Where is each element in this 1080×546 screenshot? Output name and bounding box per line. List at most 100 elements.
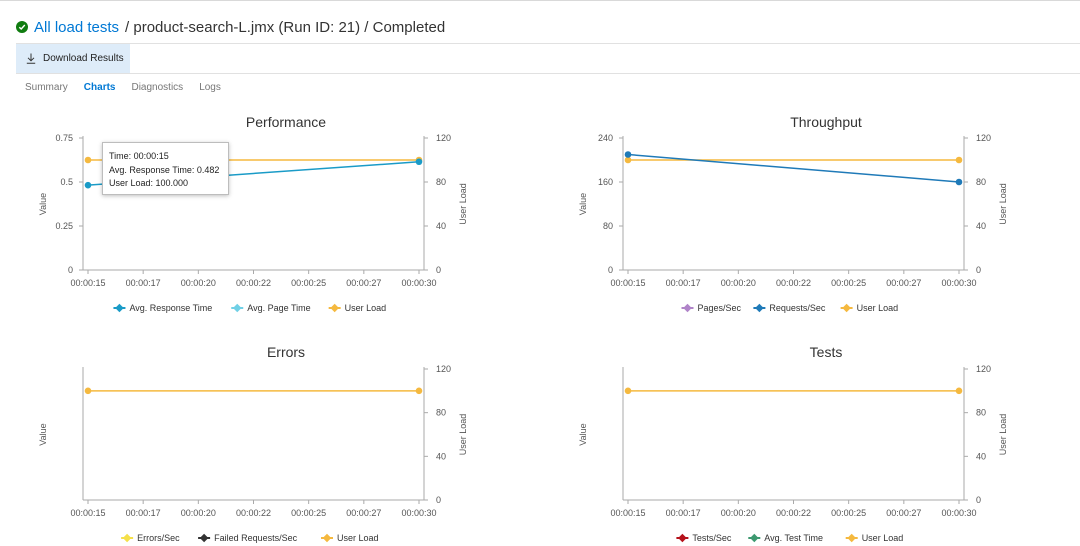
series-point [955, 387, 963, 395]
chart-title: Tests [810, 344, 843, 360]
legend-item: Errors/Sec [121, 533, 180, 543]
y-axis-title: Value [578, 193, 588, 215]
y2-tick-label: 0 [976, 495, 981, 505]
legend-label: User Load [337, 533, 379, 543]
y2-tick-label: 120 [976, 133, 991, 143]
y-axis-title: Value [578, 423, 588, 445]
legend-swatch-marker [322, 533, 332, 543]
legend-label: User Load [857, 303, 899, 313]
download-results-button[interactable]: Download Results [16, 44, 130, 73]
legend-item: Pages/Sec [681, 303, 742, 313]
legend-label: User Load [862, 533, 904, 543]
y-tick-label: 160 [598, 177, 613, 187]
series-point [415, 387, 423, 395]
legend-swatch-marker [122, 533, 132, 543]
x-tick-label: 00:00:17 [126, 508, 161, 518]
tab-summary[interactable]: Summary [25, 82, 68, 93]
x-tick-label: 00:00:25 [291, 508, 326, 518]
y-tick-label: 80 [603, 221, 613, 231]
series-point [624, 387, 632, 395]
y2-axis-title: User Load [458, 183, 468, 225]
toolbar-divider-top [16, 43, 1080, 44]
legend-item: Avg. Test Time [748, 533, 823, 543]
y2-tick-label: 40 [436, 221, 446, 231]
x-tick-label: 00:00:15 [70, 508, 105, 518]
y2-axis-title: User Load [458, 414, 468, 456]
legend-swatch-marker [750, 533, 759, 543]
chart-title: Performance [246, 114, 326, 130]
x-tick-label: 00:00:30 [941, 508, 976, 518]
series-point [415, 158, 423, 166]
legend-item: Requests/Sec [753, 303, 826, 313]
x-tick-label: 00:00:15 [70, 278, 105, 288]
legend-label: Failed Requests/Sec [214, 533, 298, 543]
y-axis-title: Value [38, 193, 48, 215]
y-tick-label: 0 [68, 265, 73, 275]
toolbar-divider-bottom [16, 73, 1080, 74]
y-tick-label: 0.25 [55, 221, 73, 231]
x-tick-label: 00:00:22 [236, 278, 271, 288]
tab-diagnostics[interactable]: Diagnostics [131, 82, 184, 93]
series-point [624, 151, 632, 158]
breadcrumb: All load tests / product-search-L.jmx (R… [16, 16, 445, 38]
series-point [955, 178, 963, 186]
download-results-label: Download Results [43, 53, 124, 64]
y2-tick-label: 40 [976, 451, 986, 461]
y-tick-label: 0 [608, 265, 613, 275]
legend-label: Pages/Sec [698, 303, 742, 313]
x-tick-label: 00:00:27 [346, 508, 381, 518]
x-tick-label: 00:00:20 [721, 508, 756, 518]
x-tick-label: 00:00:17 [666, 278, 701, 288]
series-point [84, 387, 92, 395]
x-tick-label: 00:00:20 [181, 278, 216, 288]
legend-swatch-marker [678, 533, 687, 543]
y2-tick-label: 120 [436, 133, 451, 143]
top-border [0, 0, 1080, 1]
series-point [84, 181, 92, 189]
completed-check-icon [16, 21, 28, 33]
x-tick-label: 00:00:25 [831, 508, 866, 518]
y2-tick-label: 80 [976, 408, 986, 418]
tooltip-time: Time: 00:00:15 [109, 151, 169, 161]
legend-swatch-marker [233, 303, 242, 313]
x-tick-label: 00:00:20 [181, 508, 216, 518]
legend-item: Failed Requests/Sec [198, 533, 298, 543]
x-tick-label: 00:00:25 [831, 278, 866, 288]
performance-chart: Performance 00:00:15 00:00:17 00:00:20 00:00… [38, 114, 468, 313]
legend-label: Errors/Sec [137, 533, 180, 543]
legend-item: User Load [840, 303, 899, 313]
series-line [627, 153, 960, 183]
y2-tick-label: 40 [976, 221, 986, 231]
legend-label: Avg. Test Time [764, 533, 823, 543]
legend-label: Avg. Response Time [129, 303, 212, 313]
legend-swatch-marker [847, 533, 856, 543]
series-point [84, 156, 92, 164]
y2-tick-label: 80 [436, 408, 446, 418]
tests-chart: Tests 00:00:15 00:00:17 00:00:20 00:00:22 00:… [578, 344, 1008, 543]
tab-charts[interactable]: Charts [83, 82, 116, 93]
legend-swatch-marker [115, 303, 124, 313]
all-load-tests-link[interactable]: All load tests [34, 18, 120, 36]
x-tick-label: 00:00:22 [776, 508, 811, 518]
legend-item: Avg. Page Time [231, 303, 311, 313]
x-tick-label: 00:00:17 [126, 278, 161, 288]
y2-tick-label: 120 [976, 364, 991, 374]
tab-logs[interactable]: Logs [199, 82, 221, 93]
legend-item: Tests/Sec [676, 533, 732, 543]
y2-axis-title: User Load [998, 183, 1008, 225]
throughput-chart: Throughput 00:00:15 00:00:17 00:00:20 00:00:… [578, 114, 1008, 313]
legend-label: Requests/Sec [769, 303, 826, 313]
legend-item: User Load [321, 533, 379, 543]
y2-tick-label: 80 [436, 177, 446, 187]
y2-tick-label: 0 [436, 265, 441, 275]
y-tick-label: 0.5 [60, 177, 73, 187]
x-tick-label: 00:00:15 [610, 508, 645, 518]
legend-swatch-marker [683, 303, 692, 313]
x-tick-label: 00:00:27 [346, 278, 381, 288]
legend-item: User Load [328, 303, 386, 313]
x-tick-label: 00:00:30 [401, 508, 436, 518]
x-tick-label: 00:00:30 [941, 278, 976, 288]
y2-tick-label: 40 [436, 451, 446, 461]
chart-tooltip: Time: 00:00:15 Avg. Response Time: 0.482… [102, 142, 229, 195]
